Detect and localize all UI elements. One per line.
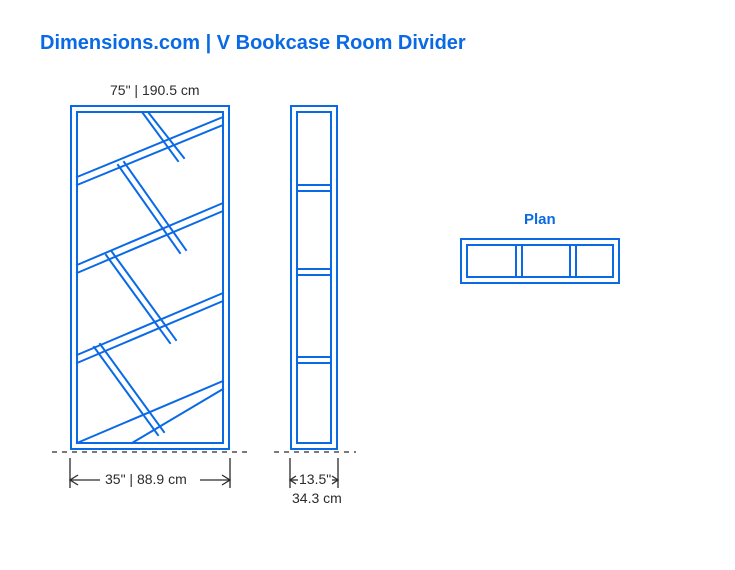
dimension-lines xyxy=(0,0,735,570)
